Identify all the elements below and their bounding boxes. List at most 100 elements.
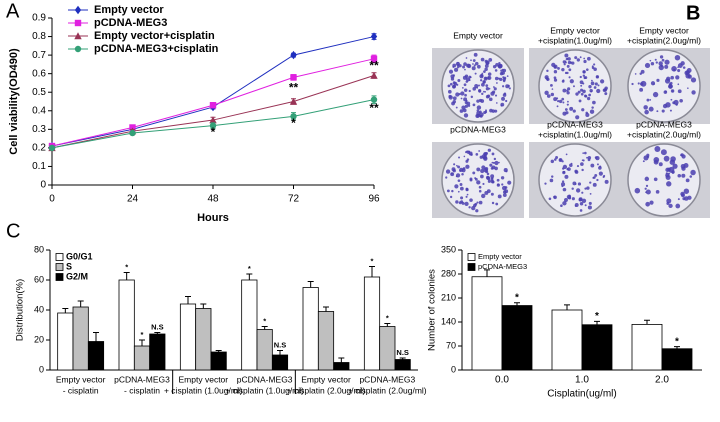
colony [473,64,476,67]
colony [690,77,697,83]
colony [487,72,492,76]
colony [478,84,481,87]
colony [553,66,557,69]
error-bar [338,357,345,363]
colony [550,83,553,87]
colony [596,178,599,182]
colony [665,102,671,108]
y-tick-label: 40 [34,304,44,314]
colony [452,169,456,173]
colony [463,88,468,93]
colony [553,78,558,82]
colony [463,113,469,118]
y-tick-label: 0.5 [32,87,46,98]
colony [500,176,505,180]
error-bar [77,300,84,307]
bar [256,329,273,371]
colony [451,101,455,106]
colony [458,156,461,159]
colony [544,75,549,80]
colony [475,114,480,119]
colony [649,99,652,101]
colony [675,203,681,209]
colony [639,87,644,92]
colony [481,72,484,75]
colony [560,182,566,187]
colony [658,61,663,66]
colony [591,65,594,68]
colony [471,66,476,71]
colony [474,72,477,75]
colony [544,182,547,185]
colony [490,179,495,184]
colony [466,63,471,68]
colony [455,92,460,97]
colony [507,180,512,185]
colony [557,67,560,70]
colony [468,79,471,82]
colony [487,148,491,152]
annotation: N.S [151,322,164,331]
colony [670,98,673,101]
colony [483,90,485,93]
y-tick-label: 0.4 [32,105,46,116]
bar [179,303,197,371]
colony [567,57,571,61]
colony [578,197,583,202]
colony [580,84,583,87]
colony [551,62,556,67]
x-tick-label: 2.0 [655,375,669,386]
colony [463,155,466,158]
colony [572,109,576,113]
colony [589,192,592,195]
colony [591,106,594,109]
legend-marker [74,5,82,15]
colony [637,82,640,85]
bar [471,276,503,371]
colony [653,157,660,163]
legend-marker [74,32,82,40]
colony [457,190,460,193]
colony [559,158,562,161]
colony [691,90,696,95]
colony [672,163,678,169]
colony [466,193,469,196]
colony [666,181,672,187]
colony [494,109,498,113]
colony [496,183,500,187]
x-tick-label: 0 [49,194,55,205]
colony [550,92,555,97]
image-label: Empty vector [639,25,689,35]
error-bar [200,303,207,309]
colony [463,83,467,87]
annotation: * [386,313,389,322]
colony [562,187,567,192]
colony [464,201,469,206]
colony [482,182,485,186]
colony [502,85,505,88]
colony [659,55,664,59]
colony [465,187,469,191]
error-bar [246,273,253,280]
image-label: pCDNA-MEG3 [547,119,603,129]
colony [680,61,685,66]
annotation: * [141,330,144,339]
colony [603,174,606,178]
colony [458,64,462,68]
colony [677,173,682,178]
error-bar [123,272,130,280]
bar [363,276,381,371]
image-label: +cisplatin(1.0ug/ml) [538,35,612,45]
colony [465,164,470,169]
colony [565,111,569,115]
colony [471,206,476,211]
colony [468,89,471,93]
colony [500,102,505,107]
colony [486,176,491,181]
colony [472,103,476,107]
annotation: * [211,125,216,139]
colony [664,59,670,65]
colony [665,172,668,175]
colony [449,82,453,86]
bar [302,287,319,371]
